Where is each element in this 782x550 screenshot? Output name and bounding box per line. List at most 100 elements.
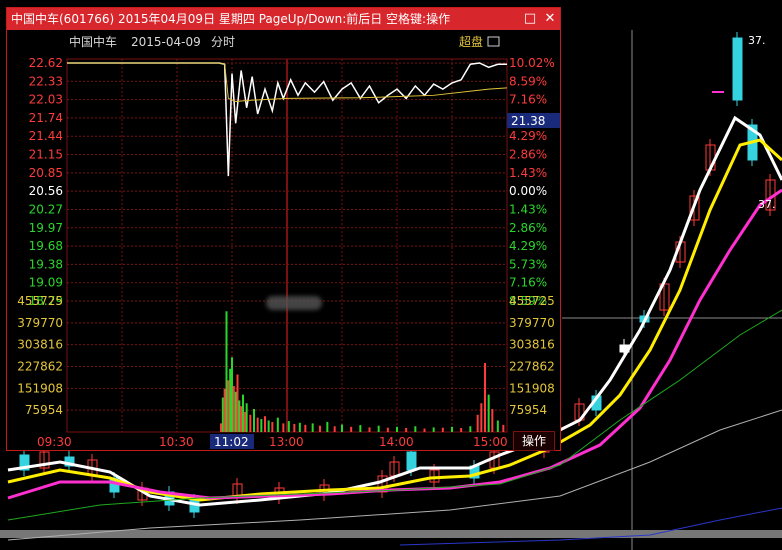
background-ma-line <box>7 115 782 507</box>
percent-tick-label: 7.16% <box>509 276 547 290</box>
volume-bar <box>441 427 444 432</box>
volume-bar <box>234 391 237 432</box>
volume-bar <box>451 426 453 432</box>
current-price-value: 21.38 <box>511 114 545 128</box>
volume-bar <box>350 426 353 432</box>
volume-bar <box>484 363 486 432</box>
time-tick-label: 10:30 <box>159 435 194 449</box>
background-candle <box>39 451 50 469</box>
volume-tick-label-left: 303816 <box>17 338 63 352</box>
overlay-toggle-icon[interactable] <box>487 36 500 47</box>
percent-tick-label: 8.59% <box>509 294 547 308</box>
volume-tick-label-right: 75954 <box>509 403 547 417</box>
background-grid <box>0 30 782 550</box>
volume-bar <box>229 368 232 432</box>
background-high-label: 37. <box>748 34 766 47</box>
background-candle <box>732 37 743 101</box>
percent-tick-label: 2.86% <box>509 221 547 235</box>
time-tick-label: 09:30 <box>37 435 72 449</box>
volume-bar <box>293 423 296 432</box>
minimize-button[interactable]: □ <box>523 11 537 26</box>
volume-bar <box>249 414 252 432</box>
background-ma-lines <box>7 115 782 546</box>
volume-bar <box>220 423 222 432</box>
operate-button[interactable]: 操作 <box>513 431 555 451</box>
background-candle <box>429 469 440 483</box>
volume-tick-label-right: 455725 <box>509 294 555 308</box>
volume-tick-label-right: 227862 <box>509 360 555 374</box>
volume-bar <box>368 427 371 432</box>
volume-bar <box>304 424 307 432</box>
volume-bar <box>264 416 266 432</box>
volume-bar <box>282 423 285 432</box>
volume-bar <box>502 424 505 432</box>
close-button[interactable]: ✕ <box>544 11 556 26</box>
volume-bar <box>341 424 343 432</box>
price-tick-label: 20.56 <box>29 184 63 198</box>
background-candle <box>406 451 417 471</box>
volume-bar <box>460 427 463 432</box>
price-tick-label: 22.03 <box>29 93 63 107</box>
overlay-label[interactable]: 超盘 <box>459 34 483 49</box>
volume-bar <box>231 357 233 432</box>
price-tick-label: 19.09 <box>29 276 63 290</box>
volume-bar <box>287 421 290 432</box>
volume-bar <box>260 419 263 432</box>
volume-tick-label-left: 227862 <box>17 360 63 374</box>
volume-bar <box>386 427 389 432</box>
intraday-grid <box>66 58 508 433</box>
volume-bar <box>267 420 270 432</box>
time-tick-label: 15:00 <box>473 435 508 449</box>
volume-bar <box>245 403 248 432</box>
intraday-chart[interactable]: 22.62 22.33 22.03 21.74 21.44 21.15 20.85 20.56… <box>7 30 560 450</box>
background-ma-line <box>399 507 782 546</box>
volume-bar <box>276 417 279 432</box>
percent-tick-label: 7.16% <box>509 93 547 107</box>
highlighted-time-box <box>210 434 254 449</box>
price-line <box>67 62 507 177</box>
volume-bar <box>298 422 301 432</box>
volume-bar <box>243 411 246 432</box>
volume-bar <box>227 380 230 432</box>
volume-bars <box>220 311 505 432</box>
percent-tick-label: 5.73% <box>509 257 547 271</box>
volume-tick-label-right: 151908 <box>509 381 555 395</box>
price-tick-label: 19.68 <box>29 239 63 253</box>
window-title: 中国中车(601766) 2015年04月09日 星期四 PageUp/Down… <box>11 12 451 26</box>
volume-bar <box>432 427 435 432</box>
price-tick-label: 21.15 <box>29 148 63 162</box>
time-tick-label: 11:02 <box>214 435 249 449</box>
stock-name-label: 中国中车 <box>69 34 117 49</box>
background-right-label: 37. <box>758 198 776 211</box>
volume-bar <box>253 409 255 432</box>
volume-axis: 455725 455725 379770 379770 303816 303816 2278… <box>17 294 555 417</box>
percent-tick-label: 10.02% <box>509 56 555 70</box>
volume-bar <box>236 374 239 432</box>
background-ma-line <box>7 138 782 502</box>
volume-tick-label-left: 379770 <box>17 316 63 330</box>
price-tick-label: 18.79 <box>29 294 63 308</box>
date-label: 2015-04-09 <box>131 35 201 49</box>
price-axis-left: 22.62 22.33 22.03 21.74 21.44 21.15 20.85 20.56… <box>29 56 63 308</box>
background-ma-line <box>7 309 782 521</box>
volume-bar <box>232 386 235 432</box>
window-titlebar[interactable]: 中国中车(601766) 2015年04月09日 星期四 PageUp/Down… <box>7 8 560 30</box>
average-price-line <box>67 62 508 103</box>
time-tick-label: 13:00 <box>269 435 304 449</box>
percent-tick-label: 1.43% <box>509 202 547 216</box>
volume-bar <box>223 388 226 432</box>
percent-tick-label: 4.29% <box>509 239 547 253</box>
intraday-popup-window[interactable]: 中国中车(601766) 2015年04月09日 星期四 PageUp/Down… <box>6 7 561 451</box>
volume-bar <box>491 409 494 432</box>
volume-tick-label-left: 455725 <box>17 294 63 308</box>
volume-bar <box>333 426 336 432</box>
volume-bar <box>326 421 329 432</box>
intraday-lines <box>67 62 508 177</box>
price-tick-label: 19.97 <box>29 221 63 235</box>
volume-bar <box>359 425 362 432</box>
price-tick-label: 22.33 <box>29 74 63 88</box>
volume-bar <box>271 421 274 432</box>
volume-tick-label-left: 75954 <box>25 403 63 417</box>
price-tick-label: 20.85 <box>29 166 63 180</box>
